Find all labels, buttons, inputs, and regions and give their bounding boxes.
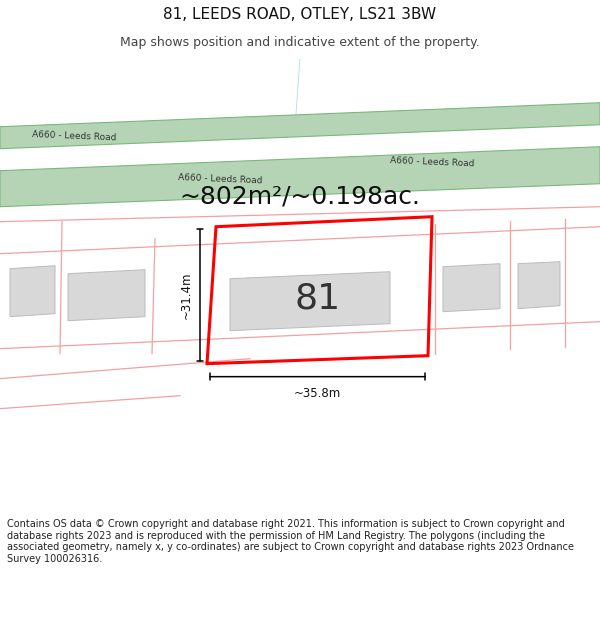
Text: A660 - Leeds Road: A660 - Leeds Road [178, 173, 263, 186]
Text: ~35.8m: ~35.8m [294, 387, 341, 400]
Polygon shape [68, 270, 145, 321]
Text: ~802m²/~0.198ac.: ~802m²/~0.198ac. [179, 185, 421, 209]
Text: Contains OS data © Crown copyright and database right 2021. This information is : Contains OS data © Crown copyright and d… [7, 519, 574, 564]
Text: A660 - Leeds Road: A660 - Leeds Road [390, 156, 475, 169]
Text: 81, LEEDS ROAD, OTLEY, LS21 3BW: 81, LEEDS ROAD, OTLEY, LS21 3BW [163, 7, 437, 22]
Polygon shape [0, 147, 600, 207]
Text: 81: 81 [295, 282, 341, 316]
Polygon shape [443, 264, 500, 312]
Polygon shape [518, 262, 560, 309]
Text: A660 - Leeds Road: A660 - Leeds Road [32, 131, 116, 142]
Polygon shape [0, 102, 600, 149]
Polygon shape [10, 266, 55, 317]
Text: Map shows position and indicative extent of the property.: Map shows position and indicative extent… [120, 36, 480, 49]
Text: ~31.4m: ~31.4m [179, 271, 193, 319]
Polygon shape [230, 272, 390, 331]
